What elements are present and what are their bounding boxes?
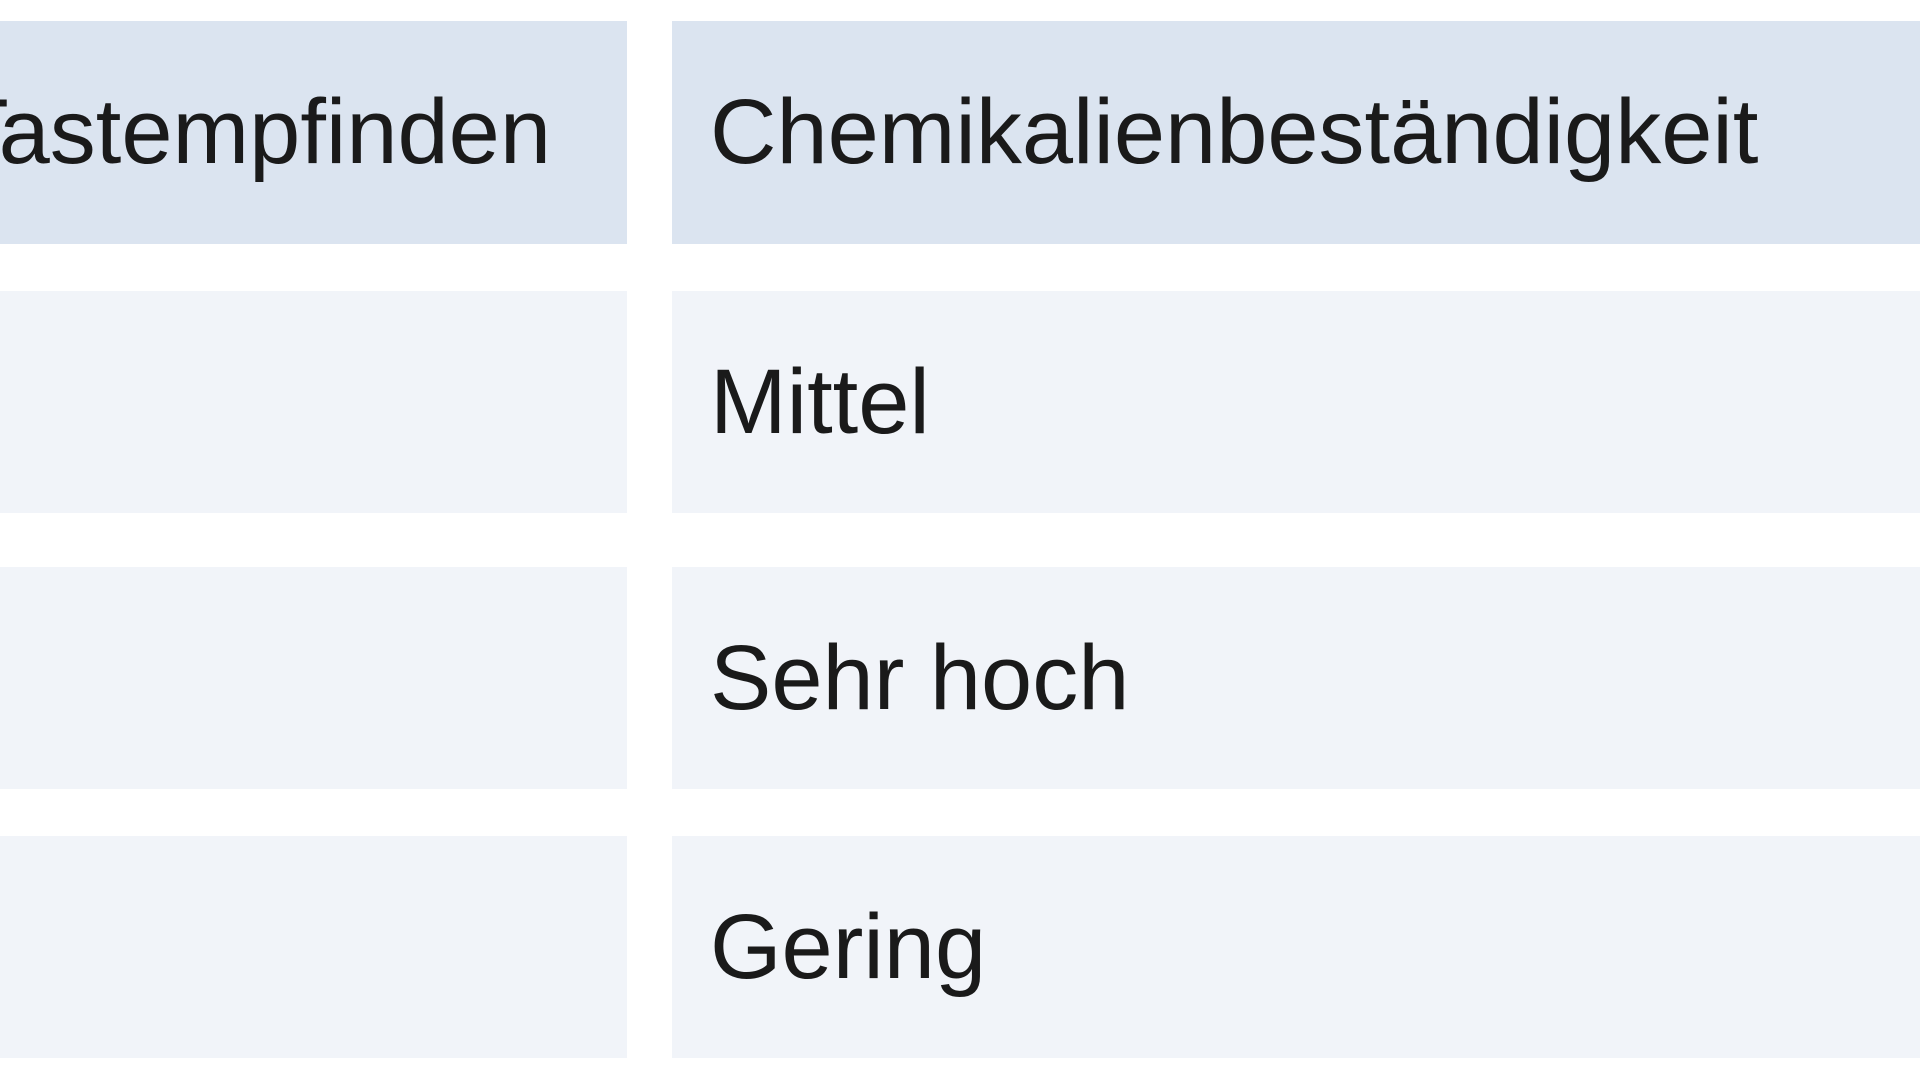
cell-text: Mittel xyxy=(710,350,930,453)
cell-text: Sehr hoch xyxy=(710,626,1130,729)
body-cell xyxy=(0,291,627,513)
body-cell xyxy=(0,836,627,1058)
body-cell: Mittel xyxy=(672,291,1920,513)
body-cell: Sehr hoch xyxy=(672,567,1920,789)
header-cell: Tastempfinden xyxy=(0,21,627,244)
header-text: Chemikalienbeständigkeit xyxy=(710,81,1759,183)
header-cell: Chemikalienbeständigkeit xyxy=(672,21,1920,244)
body-cell xyxy=(0,567,627,789)
body-cell: Gering xyxy=(672,836,1920,1058)
cell-text: Gering xyxy=(710,895,987,998)
header-text: Tastempfinden xyxy=(0,81,551,183)
